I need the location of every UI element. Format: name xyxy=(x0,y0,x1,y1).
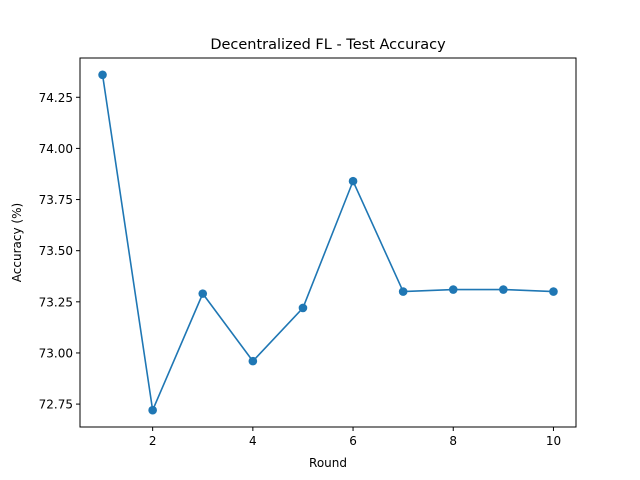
y-tick-label: 73.00 xyxy=(39,346,73,360)
data-point xyxy=(148,405,157,415)
x-tick-label: 6 xyxy=(349,434,357,448)
y-tick-label: 72.75 xyxy=(39,398,73,412)
data-point xyxy=(298,303,308,313)
y-tick-label: 73.25 xyxy=(39,295,73,309)
data-point xyxy=(348,176,358,186)
data-point xyxy=(98,70,107,80)
x-tick-label: 2 xyxy=(149,434,157,448)
series-line xyxy=(101,74,554,414)
data-point xyxy=(248,356,258,366)
x-axis-label: Round xyxy=(309,456,347,470)
data-point xyxy=(198,289,208,298)
plot-frame xyxy=(79,57,577,428)
x-tick-label: 10 xyxy=(546,434,561,448)
x-tick-label: 4 xyxy=(249,434,257,448)
chart-title: Decentralized FL - Test Accuracy xyxy=(210,37,446,53)
series-layer xyxy=(98,70,558,415)
data-point xyxy=(398,287,408,296)
data-point xyxy=(448,285,458,294)
y-tick-label: 73.50 xyxy=(39,244,73,258)
x-axis: 2 4 6 8 10 xyxy=(149,427,561,448)
y-tick-label: 73.75 xyxy=(39,193,73,207)
y-axis-label: Accuracy (%) xyxy=(10,203,24,282)
y-axis: 72.75 73.00 73.25 73.50 73.75 74.00 74.25 xyxy=(39,91,80,412)
y-tick-label: 74.25 xyxy=(39,91,73,105)
y-tick-label: 74.00 xyxy=(39,142,73,156)
data-point xyxy=(549,287,558,296)
data-point xyxy=(499,285,508,294)
x-tick-label: 8 xyxy=(449,434,457,448)
